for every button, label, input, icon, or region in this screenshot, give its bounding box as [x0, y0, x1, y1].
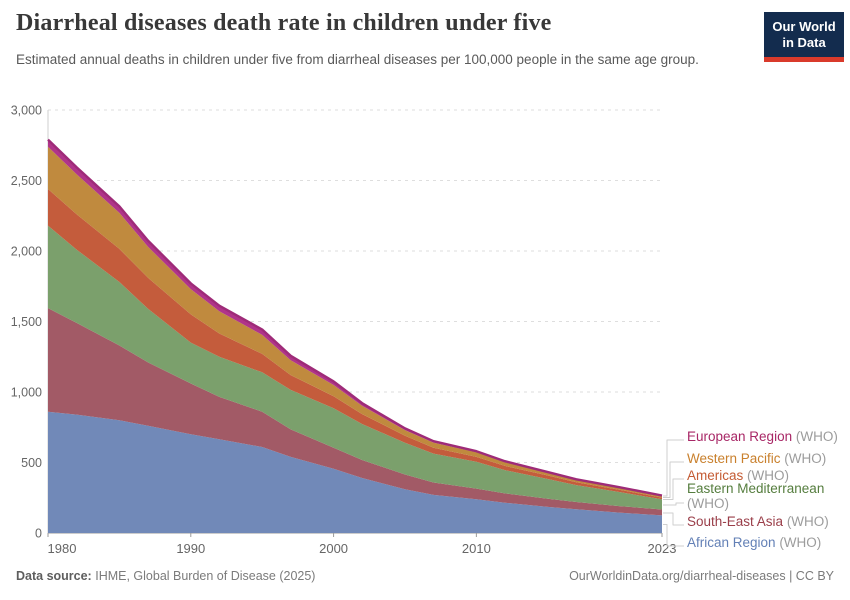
legend-label: Americas [687, 468, 748, 483]
owid-logo[interactable]: Our World in Data [764, 12, 844, 62]
legend-item-western-pacific[interactable]: Western Pacific (WHO) [687, 451, 827, 467]
legend-label: European Region [687, 429, 796, 444]
legend-item-eastern-mediterranean[interactable]: Eastern Mediterranean (WHO) [687, 481, 850, 511]
page-title: Diarrheal diseases death rate in childre… [16, 10, 552, 36]
legend-label: South-East Asia [687, 514, 787, 529]
legend-connector [663, 461, 684, 498]
legend-connector [663, 524, 684, 547]
y-tick-label: 0 [35, 527, 42, 541]
data-source: Data source: IHME, Global Burden of Dise… [16, 569, 315, 583]
legend-item-americas[interactable]: Americas (WHO) [687, 468, 789, 484]
owid-logo-line1: Our World [772, 19, 836, 34]
legend-suffix: (WHO) [687, 495, 729, 511]
stack-top-line [47, 138, 663, 497]
owid-footer-link[interactable]: OurWorldinData.org/diarrheal-diseases | … [569, 569, 834, 583]
legend-item-european-region[interactable]: European Region (WHO) [687, 429, 838, 445]
area-eastern-mediterranean[interactable] [48, 225, 662, 510]
legend-connector [663, 439, 684, 497]
legend-label: African Region [687, 535, 780, 550]
y-tick-label: 2,000 [11, 245, 42, 259]
chart-subtitle: Estimated annual deaths in children unde… [16, 52, 699, 67]
legend-suffix: (WHO) [747, 468, 789, 483]
legend-connector [663, 478, 684, 500]
legend-label: Eastern Mediterranean [687, 481, 825, 496]
legend-label: Western Pacific [687, 451, 785, 466]
x-tick-label: 2010 [462, 541, 491, 556]
legend-item-south-east-asia[interactable]: South-East Asia (WHO) [687, 514, 829, 530]
legend-suffix: (WHO) [795, 429, 838, 444]
x-tick-label: 1990 [176, 541, 205, 556]
y-tick-label: 3,000 [11, 104, 42, 118]
y-tick-label: 500 [21, 456, 42, 470]
legend-suffix: (WHO) [786, 514, 829, 529]
y-tick-label: 1,500 [11, 315, 42, 329]
owid-logo-line2: in Data [782, 35, 826, 50]
data-source-text: IHME, Global Burden of Disease (2025) [95, 569, 316, 583]
data-source-label: Data source: [16, 569, 92, 583]
y-tick-label: 1,000 [11, 386, 42, 400]
legend-connector [663, 512, 684, 526]
legend-connector [663, 502, 684, 506]
x-tick-label: 1980 [48, 541, 77, 556]
legend-suffix: (WHO) [779, 535, 822, 550]
x-tick-label: 2023 [648, 541, 677, 556]
x-tick-label: 2000 [319, 541, 348, 556]
legend-suffix: (WHO) [784, 451, 827, 466]
area-south-east-asia[interactable] [48, 308, 662, 516]
y-tick-label: 2,500 [11, 174, 42, 188]
area-african-region[interactable] [48, 411, 662, 533]
chart-footer: Data source: IHME, Global Burden of Dise… [16, 569, 834, 583]
legend-item-african-region[interactable]: African Region (WHO) [687, 535, 822, 551]
